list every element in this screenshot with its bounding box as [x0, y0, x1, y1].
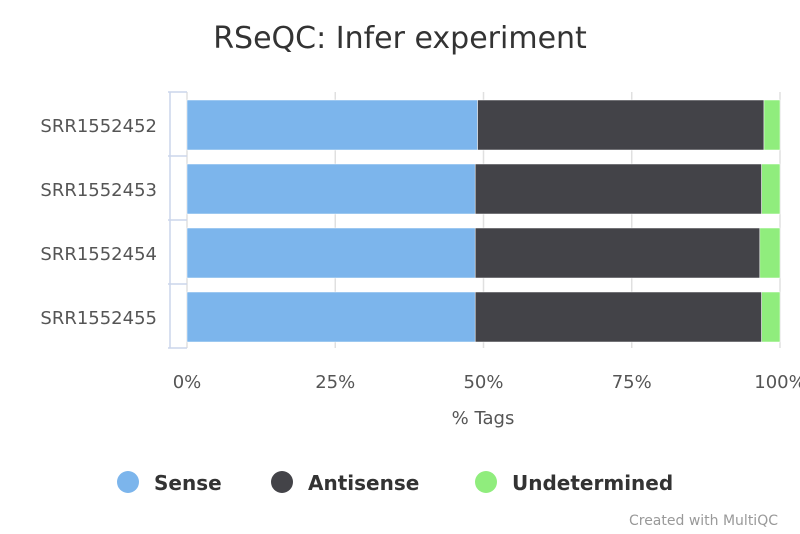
bar-sense-SRR1552454[interactable] [186, 227, 476, 279]
x-tick-label: 25% [315, 372, 355, 393]
bar-sense-SRR1552453[interactable] [186, 163, 476, 215]
bar-antisense-SRR1552452[interactable] [477, 99, 765, 151]
x-axis-label: % Tags [452, 408, 515, 429]
bar-undetermined-SRR1552454[interactable] [759, 227, 781, 279]
x-tick-label: 100% [754, 372, 800, 393]
credit-text[interactable]: Created with MultiQC [629, 513, 778, 529]
legend-item-undetermined[interactable]: Undetermined [475, 471, 673, 495]
bar-undetermined-SRR1552455[interactable] [761, 291, 781, 343]
y-category-label: SRR1552452 [40, 116, 157, 137]
bar-sense-SRR1552455[interactable] [186, 291, 476, 343]
legend-marker [475, 471, 497, 493]
bar-undetermined-SRR1552452[interactable] [763, 99, 781, 151]
bar-antisense-SRR1552455[interactable] [474, 291, 762, 343]
x-tick-label: 75% [612, 372, 652, 393]
x-tick-label: 0% [173, 372, 202, 393]
y-category-label: SRR1552455 [40, 308, 157, 329]
legend-label: Sense [154, 471, 222, 495]
y-category-label: SRR1552453 [40, 180, 157, 201]
legend-label: Antisense [308, 471, 419, 495]
bar-undetermined-SRR1552453[interactable] [761, 163, 781, 215]
legend-marker [271, 471, 293, 493]
legend-item-antisense[interactable]: Antisense [271, 471, 419, 495]
y-category-label: SRR1552454 [40, 244, 157, 265]
legend-item-sense[interactable]: Sense [117, 471, 222, 495]
legend-label: Undetermined [512, 471, 673, 495]
legend-marker [117, 471, 139, 493]
bar-antisense-SRR1552453[interactable] [474, 163, 762, 215]
bar-sense-SRR1552452[interactable] [186, 99, 478, 151]
bar-antisense-SRR1552454[interactable] [474, 227, 761, 279]
x-tick-label: 50% [463, 372, 503, 393]
chart-title: RSeQC: Infer experiment [213, 21, 587, 56]
